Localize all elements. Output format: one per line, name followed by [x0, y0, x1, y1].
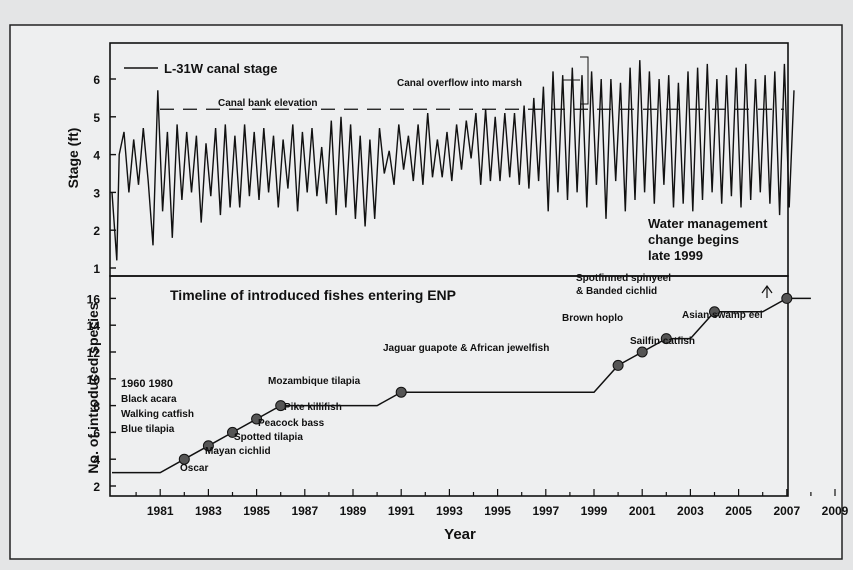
x-tick-label: 1981 — [147, 504, 174, 518]
species-marker — [636, 346, 648, 358]
x-tick-label: 2003 — [677, 504, 704, 518]
x-axis-label: Year — [444, 526, 476, 543]
annotation-spotted-tilapia: Spotted tilapia — [234, 432, 303, 443]
annotation-sailfin-catfish: Sailfin catfish — [630, 336, 695, 347]
species-marker — [251, 413, 263, 425]
annotation-mozambique-tilapia: Mozambique tilapia — [268, 376, 361, 387]
x-tick-label: 1999 — [581, 504, 608, 518]
species-marker — [227, 426, 238, 438]
x-tick-label: 2005 — [725, 504, 752, 518]
water-management-line3: late 1999 — [648, 248, 703, 263]
annotation-1960-1980: 1960 1980 — [121, 378, 173, 390]
bottom-y-tick-label: 10 — [87, 373, 101, 387]
top-y-axis-label: Stage (ft) — [65, 128, 81, 189]
top-y-tick-label: 3 — [93, 186, 100, 200]
bottom-y-tick-label: 4 — [93, 453, 100, 467]
species-marker — [709, 306, 720, 318]
water-management-annotation: Water management change begins late 1999 — [648, 216, 768, 263]
x-tick-label: 1989 — [340, 504, 367, 518]
annotation-asian-swamp-eel: Asian swamp eel — [682, 310, 763, 321]
bottom-y-tick-label: 16 — [87, 292, 101, 306]
bottom-y-axis-label: No. of introduced species — [85, 302, 101, 473]
species-marker — [178, 453, 190, 465]
water-management-line2: change begins — [648, 232, 739, 247]
bottom-y-tick-label: 14 — [87, 319, 101, 333]
annotation-brown-hoplo: Brown hoplo — [562, 313, 623, 324]
canal-bank-label: Canal bank elevation — [218, 98, 317, 109]
x-tick-label: 2007 — [773, 504, 800, 518]
species-marker — [202, 440, 214, 452]
top-y-tick-label: 2 — [93, 224, 100, 238]
species-marker — [275, 400, 287, 412]
swamp-eel-arrowhead — [761, 284, 773, 294]
legend-label: L-31W canal stage — [164, 61, 277, 76]
annotation-walking-catfish: Walking catfish — [121, 409, 194, 420]
bottom-y-tick-label: 12 — [87, 346, 101, 360]
x-tick-label: 2001 — [629, 504, 656, 518]
bottom-y-tick-label: 8 — [93, 400, 100, 414]
overflow-bracket — [580, 56, 589, 105]
x-tick-label: 1983 — [195, 504, 222, 518]
canal-stage-series — [111, 60, 795, 261]
species-marker — [612, 359, 624, 371]
species-marker — [660, 333, 672, 345]
x-tick-label: 1995 — [484, 504, 511, 518]
bottom-y-tick-label: 6 — [93, 426, 100, 440]
top-y-tick-label: 6 — [93, 73, 100, 87]
x-tick-label: 1993 — [436, 504, 463, 518]
figure-frame — [9, 24, 843, 560]
x-tick-label: 1997 — [532, 504, 559, 518]
x-tick-label: 1991 — [388, 504, 415, 518]
top-y-tick-label: 1 — [93, 262, 100, 276]
overflow-label: Canal overflow into marsh — [397, 78, 522, 89]
introduced-fishes-chart: 2 4 6 8 10 12 14 16 1981 1983 1985 1987 1989 1991 1993… — [85, 273, 849, 543]
annotation-peacock-bass: Peacock bass — [258, 418, 325, 429]
annotation-jaguar-guapote: Jaguar guapote & African jewelfish — [383, 343, 549, 354]
annotation-blue-tilapia: Blue tilapia — [121, 424, 175, 435]
top-y-tick-label: 5 — [93, 111, 100, 125]
top-y-tick-label: 4 — [93, 149, 100, 163]
annotation-pike-killifish: Pike killifish — [284, 402, 342, 413]
annotation-banded-cichlid: & Banded cichlid — [576, 286, 657, 297]
x-tick-label: 2009 — [822, 504, 849, 518]
species-marker — [781, 292, 793, 304]
x-tick-label: 1985 — [243, 504, 270, 518]
annotation-oscar: Oscar — [180, 463, 208, 474]
species-marker — [395, 386, 407, 398]
annotation-black-acara: Black acara — [121, 394, 177, 405]
annotation-mayan-cichlid: Mayan cichlid — [205, 446, 271, 457]
water-management-line1: Water management — [648, 216, 768, 231]
bottom-chart-title: Timeline of introduced fishes entering E… — [170, 287, 456, 303]
annotation-spotfinned-spinyeel: Spotfinned spinyeel — [576, 273, 671, 284]
x-tick-label: 1987 — [291, 504, 318, 518]
bottom-y-tick-label: 2 — [93, 480, 100, 494]
